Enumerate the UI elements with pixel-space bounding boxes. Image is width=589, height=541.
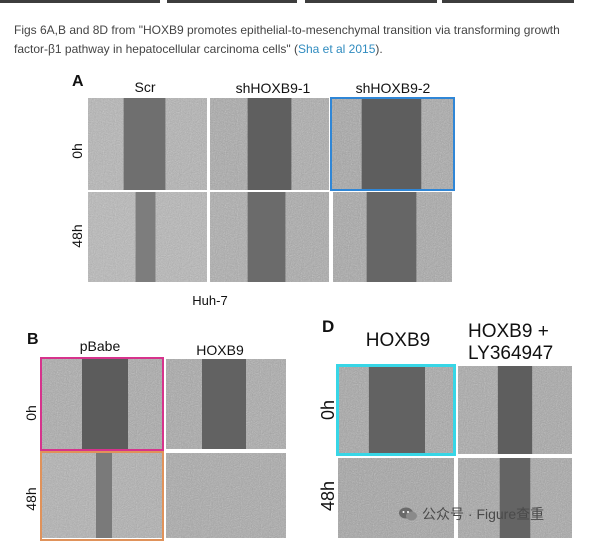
micrograph-b-hoxb9-0h	[166, 359, 286, 449]
caption-text: Figs 6A,B and 8D from "HOXB9 promotes ep…	[14, 23, 560, 56]
micrograph-a-scr-0h	[88, 98, 207, 190]
micrograph-d-hoxb9-48h	[338, 458, 454, 538]
panel-letter-d: D	[322, 317, 335, 336]
column-label-hoxb9-ly364947: HOXB9 + LY364947	[468, 321, 554, 364]
micrograph-b-pbabe-48h	[42, 453, 162, 538]
row-label-0h: 0h	[318, 399, 338, 421]
micrograph-a-scr-48h	[88, 192, 207, 282]
row-label-0h: 0h	[69, 143, 85, 159]
column-label-shhoxb9-2: shHOXB9-2	[355, 80, 431, 96]
watermark-text: 公众号 · Figure查重	[422, 506, 545, 522]
citation-link[interactable]: Sha et al 2015	[297, 42, 376, 56]
cell-line-label: Huh-7	[192, 293, 228, 308]
micrograph-b-hoxb9-48h	[166, 453, 286, 538]
column-label-hoxb9: HOXB9	[196, 342, 244, 358]
row-label-48h: 48h	[69, 224, 85, 248]
micrograph-a-shhoxb9-2-0h	[331, 98, 454, 190]
row-label-0h: 0h	[23, 405, 39, 421]
caption-text-end: ).	[375, 42, 383, 56]
micrograph-a-shhoxb9-1-0h	[210, 98, 329, 190]
watermark: 公众号 · Figure查重	[398, 504, 544, 524]
column-label-hoxb9: HOXB9	[365, 330, 431, 351]
micrograph-a-shhoxb9-1-48h	[210, 192, 329, 282]
row-label-48h: 48h	[318, 480, 338, 512]
micrograph-a-shhoxb9-2-48h	[333, 192, 452, 282]
panel-letter-b: B	[27, 331, 39, 348]
micrograph-d-ly364947-0h	[458, 366, 572, 454]
micrograph-b-pbabe-0h	[42, 359, 162, 449]
column-label-pbabe: pBabe	[79, 338, 121, 354]
micrograph-d-ly364947-48h	[458, 458, 572, 538]
row-label-48h: 48h	[23, 487, 39, 511]
top-cropped-image-strip	[0, 0, 589, 3]
wechat-icon	[399, 507, 417, 521]
figure-caption: Figs 6A,B and 8D from "HOXB9 promotes ep…	[14, 21, 582, 59]
column-label-shhoxb9-1: shHOXB9-1	[235, 80, 311, 96]
micrograph-d-hoxb9-0h	[338, 366, 454, 454]
panel-letter-a: A	[72, 73, 84, 90]
column-label-scr: Scr	[134, 79, 156, 95]
